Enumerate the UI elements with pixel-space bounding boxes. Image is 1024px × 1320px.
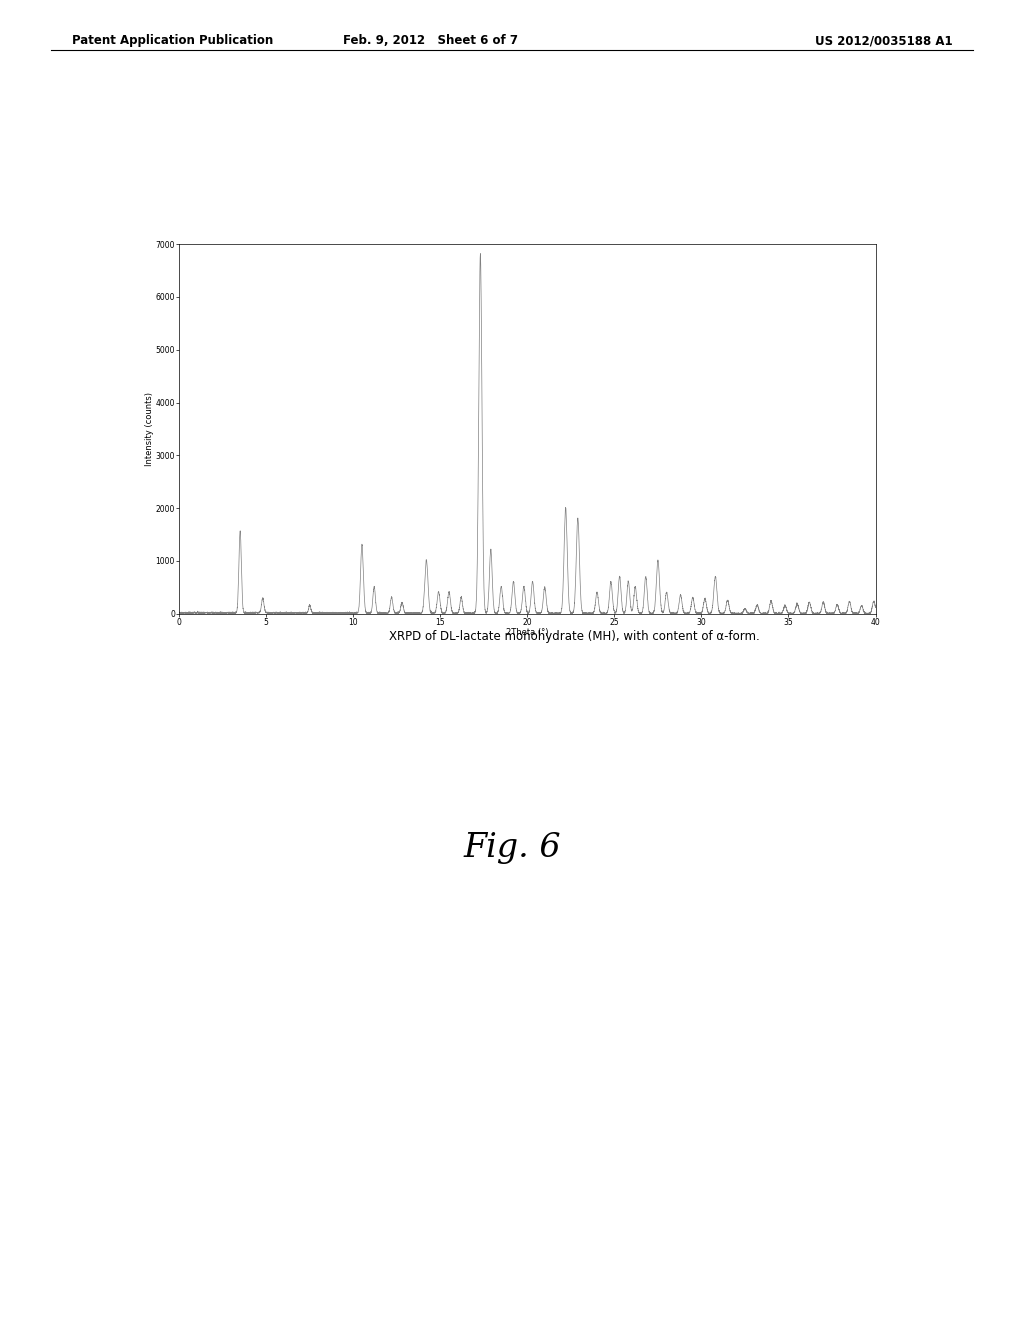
Text: Feb. 9, 2012   Sheet 6 of 7: Feb. 9, 2012 Sheet 6 of 7 (343, 34, 517, 48)
Text: Fig. 6: Fig. 6 (463, 832, 561, 863)
Y-axis label: Intensity (counts): Intensity (counts) (145, 392, 155, 466)
X-axis label: 2Theta (°): 2Theta (°) (506, 628, 549, 638)
Text: US 2012/0035188 A1: US 2012/0035188 A1 (815, 34, 952, 48)
Text: Patent Application Publication: Patent Application Publication (72, 34, 273, 48)
Text: XRPD of DL-lactate monohydrate (MH), with content of α-form.: XRPD of DL-lactate monohydrate (MH), wit… (389, 630, 760, 643)
